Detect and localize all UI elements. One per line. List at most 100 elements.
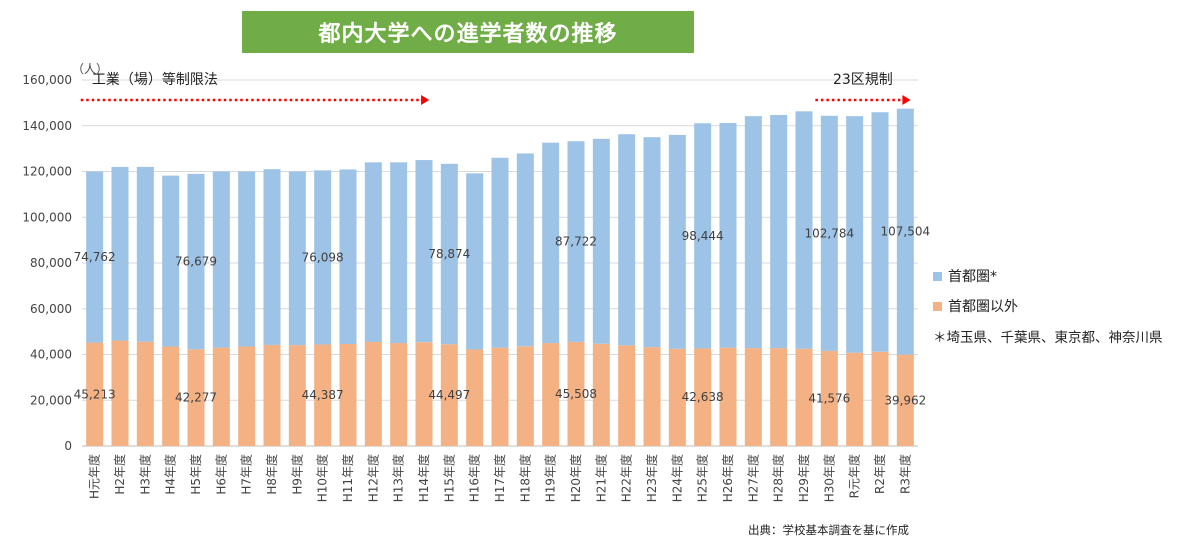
- bar-metro: [136, 166, 154, 342]
- bar-non-metro: [896, 354, 914, 446]
- x-tick-label: H29年度: [796, 454, 811, 502]
- x-tick-label: H4年度: [163, 454, 178, 495]
- x-tick-label: H8年度: [264, 454, 279, 495]
- bar-metro: [187, 173, 205, 350]
- bar-metro: [390, 162, 408, 344]
- y-tick-label: 60,000: [30, 302, 72, 316]
- data-label-non-metro: 39,962: [884, 393, 926, 407]
- legend-swatch-metro: [933, 271, 942, 281]
- bar-non-metro: [694, 348, 712, 446]
- data-label-non-metro: 44,387: [302, 388, 344, 402]
- bar-metro: [212, 171, 230, 348]
- bar-metro: [466, 173, 484, 350]
- x-tick-label: H21年度: [593, 454, 608, 502]
- bar-metro: [491, 157, 509, 348]
- y-axis-unit-label: （人）: [72, 62, 108, 76]
- x-tick-label: H16年度: [467, 454, 482, 502]
- data-label-non-metro: 42,277: [175, 391, 217, 405]
- bar-non-metro: [567, 341, 585, 446]
- x-tick-label: H20年度: [568, 454, 583, 502]
- bar-non-metro: [871, 351, 889, 446]
- x-tick-label: H22年度: [619, 454, 634, 502]
- y-axis-ticks: 0 20,000 40,000 60,000 80,000 100,000 120,000 1…: [22, 73, 72, 453]
- x-tick-label: H3年度: [137, 454, 152, 495]
- data-label-non-metro: 44,497: [428, 388, 470, 402]
- data-label-metro: 74,762: [74, 250, 116, 264]
- bars: [86, 108, 914, 446]
- bar-metro: [618, 134, 636, 346]
- x-tick-label: H23年度: [644, 454, 659, 502]
- x-tick-label: H28年度: [771, 454, 786, 502]
- bar-metro: [86, 171, 104, 343]
- footnote: ＊埼玉県、千葉県、東京都、神奈川県: [933, 330, 1163, 346]
- bar-non-metro: [288, 345, 306, 446]
- bar-metro: [314, 170, 332, 345]
- legend-item-non-metro: 首都圏以外: [933, 296, 1018, 316]
- x-tick-label: H10年度: [315, 454, 330, 502]
- bar-non-metro: [491, 347, 509, 446]
- x-tick-label: H元年度: [87, 454, 102, 499]
- x-tick-label: H26年度: [720, 454, 735, 502]
- data-label-metro: 98,444: [682, 229, 724, 243]
- bar-metro: [364, 162, 382, 342]
- bar-non-metro: [440, 344, 458, 446]
- annotation-arrow-head: [421, 95, 430, 105]
- annotations: 工業（場）等制限法 23区規制: [80, 71, 911, 105]
- x-tick-label: H19年度: [543, 454, 558, 502]
- x-tick-label: H15年度: [441, 454, 456, 502]
- source-note: 出典：学校基本調査を基に作成: [748, 523, 909, 537]
- x-tick-label: H27年度: [745, 454, 760, 502]
- bar-metro: [820, 115, 838, 351]
- bar-metro: [592, 138, 610, 344]
- x-axis-ticks: H元年度 H2年度 H3年度 H4年度 H5年度 H6年度 H7年度 H8年度 H9年度 H10年…: [87, 454, 913, 502]
- bar-non-metro: [770, 348, 788, 446]
- bar-non-metro: [212, 347, 230, 446]
- data-labels: 45,213 74,762 42,277 76,679 44,387 76,098 44,4…: [74, 225, 930, 408]
- x-tick-label: H18年度: [517, 454, 532, 502]
- annotation-label: 工業（場）等制限法: [92, 71, 218, 88]
- bar-metro: [643, 137, 661, 348]
- x-tick-label: H17年度: [492, 454, 507, 502]
- bar-non-metro: [162, 346, 180, 446]
- legend-label-metro: 首都圏*: [948, 269, 997, 285]
- x-tick-label: R2年度: [872, 454, 887, 494]
- data-label-non-metro: 45,213: [74, 387, 116, 401]
- bar-non-metro: [542, 343, 560, 446]
- bar-non-metro: [668, 348, 686, 446]
- y-tick-label: 160,000: [22, 73, 72, 87]
- bar-metro: [668, 134, 686, 349]
- bar-metro: [567, 141, 585, 342]
- data-label-metro: 107,504: [881, 225, 931, 239]
- data-label-metro: 76,098: [302, 250, 344, 264]
- annotation-arrow-head: [902, 95, 911, 105]
- bar-metro: [846, 116, 864, 353]
- x-tick-label: H24年度: [669, 454, 684, 502]
- x-tick-label: H12年度: [365, 454, 380, 502]
- bar-non-metro: [820, 350, 838, 446]
- x-tick-label: H13年度: [391, 454, 406, 502]
- legend-swatch-non-metro: [933, 301, 942, 311]
- bar-metro: [440, 163, 458, 345]
- bar-metro: [263, 169, 281, 345]
- bar-non-metro: [466, 349, 484, 446]
- y-tick-label: 80,000: [30, 256, 72, 270]
- bar-non-metro: [618, 345, 636, 446]
- bar-non-metro: [643, 347, 661, 446]
- bar-non-metro: [136, 341, 154, 446]
- bar-non-metro: [314, 344, 332, 446]
- bar-non-metro: [86, 342, 104, 446]
- legend-item-metro: 首都圏*: [933, 266, 997, 286]
- y-tick-label: 140,000: [22, 119, 72, 133]
- bar-non-metro: [719, 347, 737, 446]
- annotation-label: 23区規制: [833, 72, 893, 88]
- bar-non-metro: [846, 352, 864, 446]
- bar-metro: [719, 123, 737, 348]
- bar-non-metro: [364, 341, 382, 446]
- x-tick-label: H5年度: [188, 454, 203, 495]
- data-label-metro: 102,784: [805, 226, 855, 240]
- bar-metro: [162, 175, 180, 347]
- chart-title: 都内大学への進学者数の推移: [242, 11, 694, 53]
- bar-metro: [694, 123, 712, 349]
- bar-metro: [415, 160, 433, 343]
